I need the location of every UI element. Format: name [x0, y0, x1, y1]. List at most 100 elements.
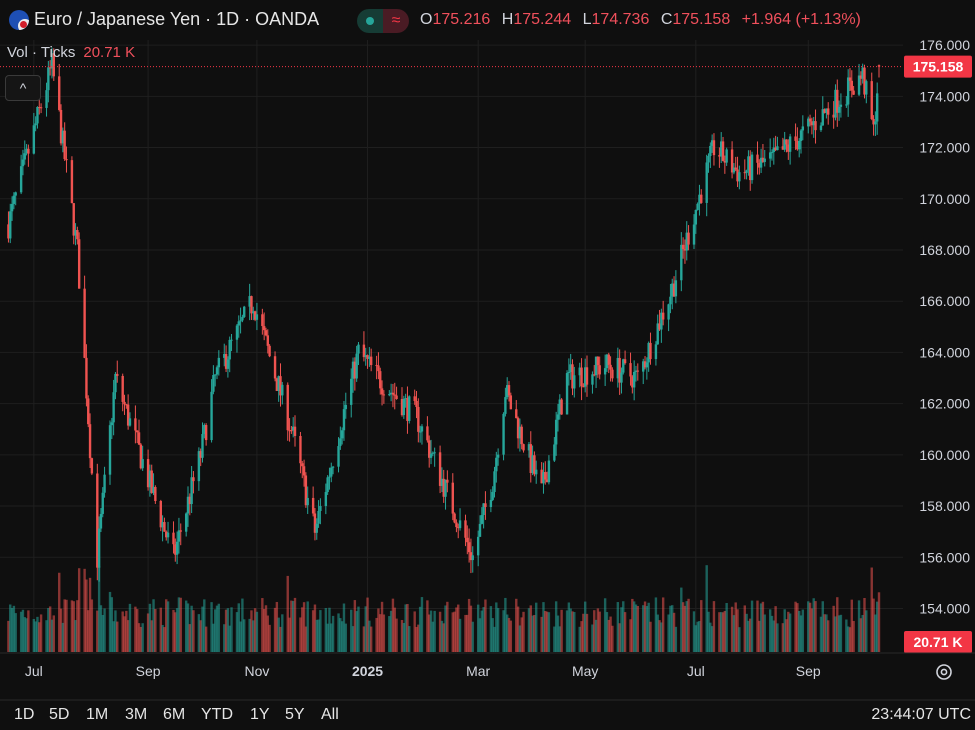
- candle-body: [594, 356, 598, 376]
- symbol-title[interactable]: Euro / Japanese Yen · 1D · OANDA: [34, 9, 320, 29]
- candle-body: [76, 230, 79, 240]
- candle-body: [763, 158, 766, 162]
- volume-bar: [123, 616, 126, 652]
- range-1d-button[interactable]: 1D: [14, 706, 35, 723]
- x-tick-label: Jul: [687, 663, 705, 679]
- volume-bar: [116, 621, 119, 652]
- volume-bar: [493, 626, 496, 652]
- candle-body: [542, 472, 545, 484]
- range-5d-button[interactable]: 5D: [49, 706, 70, 723]
- range-6m-button[interactable]: 6M: [163, 706, 186, 723]
- x-tick-label: Sep: [796, 663, 821, 679]
- volume-bar: [875, 601, 879, 652]
- range-1m-button[interactable]: 1M: [86, 706, 109, 723]
- status-pills[interactable]: ≈: [357, 9, 409, 33]
- y-tick-label: 156.000: [919, 549, 970, 565]
- volume-bar: [364, 606, 367, 652]
- candle-body: [262, 326, 266, 331]
- candle-body: [152, 486, 155, 493]
- volume-bar: [237, 603, 240, 652]
- volume-bar: [522, 611, 525, 652]
- volume-bar: [88, 577, 92, 652]
- volume-bar: [504, 597, 507, 652]
- volume-bar: [738, 627, 741, 652]
- volume-bar: [186, 603, 190, 652]
- volume-bar: [556, 615, 560, 652]
- volume-bar: [154, 609, 157, 652]
- candle-body: [223, 354, 226, 358]
- candle-body: [192, 477, 195, 482]
- candle-body: [649, 342, 652, 360]
- range-1y-button[interactable]: 1Y: [250, 706, 270, 723]
- volume-bar: [616, 602, 620, 652]
- price-chart[interactable]: 176.000 174.000 172.000 170.000 168.000 166.0…: [0, 0, 975, 701]
- volume-bar: [7, 620, 10, 652]
- range-5y-button[interactable]: 5Y: [285, 706, 305, 723]
- volume-bar: [656, 614, 659, 652]
- collapse-legend-button[interactable]: ^: [5, 75, 41, 101]
- volume-bar: [480, 610, 484, 652]
- volume-bar: [184, 600, 188, 652]
- close-value: 175.158: [672, 11, 731, 28]
- current-volume-tag: [904, 631, 972, 653]
- volume-bar: [433, 610, 436, 652]
- volume-bar: [175, 608, 179, 652]
- volume-bar: [825, 614, 828, 652]
- volume-bar: [355, 611, 358, 652]
- candle-body: [749, 156, 752, 181]
- market-open-dot-icon[interactable]: [357, 9, 383, 33]
- volume-bar: [179, 597, 182, 652]
- candle-body: [45, 90, 48, 108]
- utc-clock[interactable]: 23:44:07 UTC: [871, 706, 971, 723]
- volume-legend[interactable]: Vol · Ticks 20.71 K: [7, 44, 135, 61]
- candle-body: [357, 344, 360, 354]
- candle-body: [50, 53, 54, 69]
- range-ytd-button[interactable]: YTD: [201, 706, 233, 723]
- candle-body: [315, 523, 318, 533]
- candle-body: [814, 121, 817, 131]
- candle-body: [226, 359, 230, 369]
- candle-body: [788, 136, 792, 152]
- candle-body: [442, 478, 445, 497]
- candle-body: [350, 378, 353, 405]
- candle-body: [108, 425, 112, 475]
- approx-wave-icon[interactable]: ≈: [383, 9, 409, 33]
- candle-body: [306, 497, 309, 506]
- candle-body: [212, 375, 215, 392]
- volume-bar: [734, 602, 737, 652]
- y-tick-label: 176.000: [919, 37, 970, 53]
- volume-bar: [554, 601, 558, 652]
- volume-bar: [696, 621, 699, 652]
- candle-body: [870, 81, 873, 120]
- volume-bar: [126, 620, 130, 652]
- candle-body: [426, 426, 429, 441]
- volume-bar: [339, 618, 342, 652]
- volume-bar: [535, 602, 538, 652]
- candle-body: [172, 532, 175, 545]
- candle-body: [692, 224, 696, 245]
- volume-bar: [573, 612, 576, 652]
- candle-body: [520, 426, 523, 445]
- gear-icon[interactable]: [934, 662, 954, 682]
- volume-bar: [774, 606, 777, 652]
- volume-bar: [262, 608, 266, 652]
- range-3m-button[interactable]: 3M: [125, 706, 148, 723]
- candle-body: [275, 378, 279, 391]
- candle-body: [52, 53, 55, 77]
- candle-body: [683, 249, 687, 251]
- volume-bar: [857, 600, 861, 652]
- volume-bar: [192, 610, 195, 652]
- candle-body: [344, 404, 347, 410]
- candle-body: [567, 372, 571, 374]
- volume-bar: [353, 600, 357, 652]
- volume-bar: [770, 615, 774, 652]
- volume-bar: [451, 612, 454, 652]
- range-all-button[interactable]: All: [321, 706, 339, 723]
- candle-body: [351, 361, 355, 379]
- volume-bar: [516, 606, 520, 652]
- candle-body: [598, 365, 601, 375]
- volume-bar: [72, 601, 75, 652]
- volume-bar: [293, 597, 297, 652]
- volume-bar: [593, 610, 596, 652]
- candle-body: [12, 195, 16, 204]
